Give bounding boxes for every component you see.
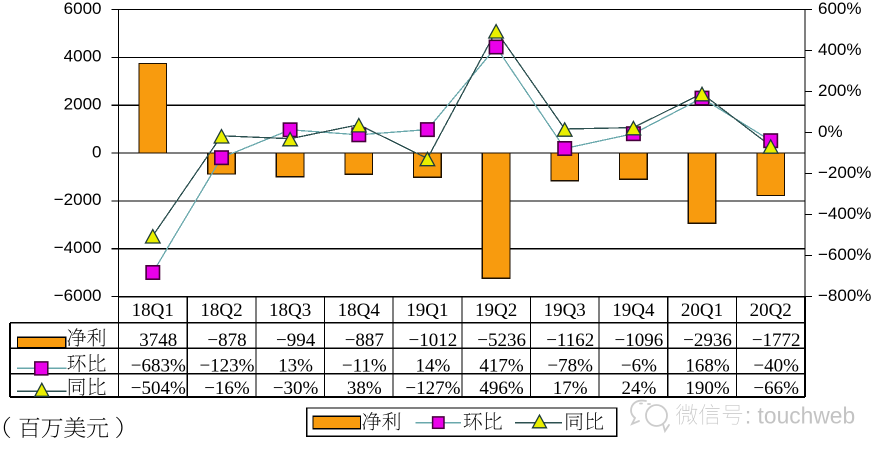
svg-text:19Q3: 19Q3 — [544, 300, 586, 321]
svg-text:4000: 4000 — [64, 47, 102, 66]
svg-text:−683%: −683% — [131, 355, 186, 376]
svg-text:168%: 168% — [685, 355, 730, 376]
svg-text:−887: −887 — [345, 330, 384, 351]
svg-text:2000: 2000 — [64, 95, 102, 114]
svg-text:417%: 417% — [479, 355, 524, 376]
svg-text:0: 0 — [92, 142, 101, 161]
svg-text:−5236: −5236 — [477, 330, 526, 351]
svg-text:200%: 200% — [818, 81, 861, 100]
svg-text:14%: 14% — [415, 355, 450, 376]
svg-text:20Q2: 20Q2 — [750, 300, 792, 321]
svg-text:13%: 13% — [278, 355, 313, 376]
svg-text:−600%: −600% — [818, 245, 871, 264]
svg-text:−11%: −11% — [342, 355, 387, 376]
svg-text:18Q3: 18Q3 — [269, 300, 311, 321]
svg-text:19Q1: 19Q1 — [406, 300, 448, 321]
svg-text:−66%: −66% — [753, 378, 799, 399]
svg-text:−16%: −16% — [204, 378, 250, 399]
svg-text:38%: 38% — [347, 378, 382, 399]
svg-text:−6000: −6000 — [54, 286, 102, 305]
svg-text:−1012: −1012 — [409, 330, 458, 351]
svg-text:−994: −994 — [276, 330, 316, 351]
svg-text:−400%: −400% — [818, 204, 871, 223]
svg-text:190%: 190% — [685, 378, 730, 399]
svg-text:: touchweb: : touchweb — [745, 402, 855, 428]
svg-text:400%: 400% — [818, 40, 861, 59]
svg-text:−123%: −123% — [199, 355, 254, 376]
svg-text:−78%: −78% — [547, 355, 593, 376]
svg-text:18Q1: 18Q1 — [132, 300, 174, 321]
svg-text:6000: 6000 — [64, 0, 102, 18]
svg-text:496%: 496% — [479, 378, 524, 399]
svg-text:20Q1: 20Q1 — [681, 300, 723, 321]
svg-text:24%: 24% — [621, 378, 656, 399]
svg-text:19Q2: 19Q2 — [475, 300, 517, 321]
svg-text:−504%: −504% — [131, 378, 186, 399]
svg-text:18Q2: 18Q2 — [200, 300, 242, 321]
svg-text:−6%: −6% — [621, 355, 657, 376]
svg-text:17%: 17% — [553, 378, 588, 399]
svg-text:19Q4: 19Q4 — [612, 300, 655, 321]
svg-text:−4000: −4000 — [54, 238, 102, 257]
svg-text:−1096: −1096 — [615, 330, 664, 351]
svg-text:−1162: −1162 — [546, 330, 594, 351]
svg-text:600%: 600% — [818, 0, 861, 18]
svg-text:−30%: −30% — [273, 378, 319, 399]
svg-text:−2000: −2000 — [54, 190, 102, 209]
svg-text:−800%: −800% — [818, 286, 871, 305]
svg-text:−200%: −200% — [818, 163, 871, 182]
svg-text:3748: 3748 — [139, 330, 177, 351]
svg-text:−127%: −127% — [405, 378, 460, 399]
svg-text:−2936: −2936 — [683, 330, 732, 351]
svg-text:0%: 0% — [818, 122, 843, 141]
svg-text:−1772: −1772 — [752, 330, 801, 351]
svg-text:−878: −878 — [207, 330, 246, 351]
svg-text:−40%: −40% — [753, 355, 799, 376]
svg-text:18Q4: 18Q4 — [338, 300, 381, 321]
